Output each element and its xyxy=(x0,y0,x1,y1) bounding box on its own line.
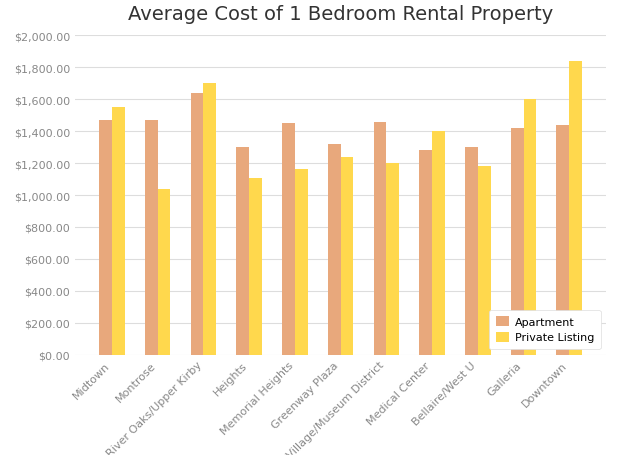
Bar xyxy=(191,94,203,355)
Bar xyxy=(511,129,524,355)
Bar xyxy=(236,148,249,355)
Bar xyxy=(112,108,125,355)
Bar xyxy=(478,167,491,355)
Bar xyxy=(295,169,308,355)
Bar xyxy=(524,100,536,355)
Title: Average Cost of 1 Bedroom Rental Property: Average Cost of 1 Bedroom Rental Propert… xyxy=(128,5,553,24)
Bar xyxy=(99,121,112,355)
Bar xyxy=(569,62,582,355)
Bar xyxy=(158,189,171,355)
Bar xyxy=(341,157,353,355)
Legend: Apartment, Private Listing: Apartment, Private Listing xyxy=(489,310,601,349)
Bar xyxy=(145,121,158,355)
Bar xyxy=(386,164,399,355)
Bar xyxy=(374,123,386,355)
Bar xyxy=(328,145,341,355)
Bar xyxy=(419,151,432,355)
Bar xyxy=(282,124,295,355)
Bar xyxy=(432,132,445,355)
Bar xyxy=(203,84,216,355)
Bar xyxy=(465,148,478,355)
Bar xyxy=(249,178,262,355)
Bar xyxy=(556,126,569,355)
